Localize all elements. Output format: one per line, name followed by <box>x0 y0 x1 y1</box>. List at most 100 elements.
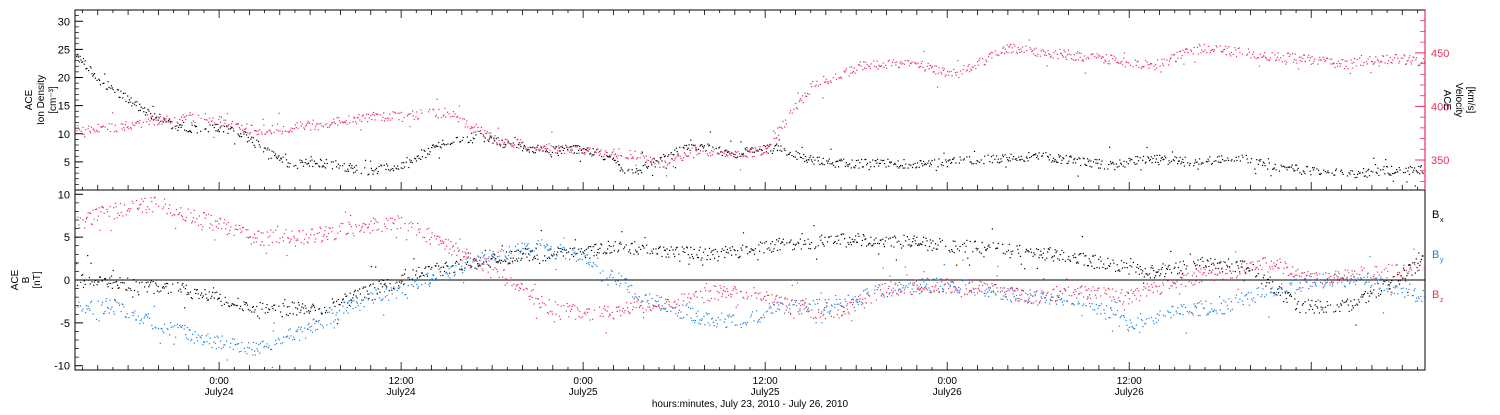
data-point <box>265 148 266 149</box>
data-point <box>919 293 920 294</box>
data-point <box>593 155 594 156</box>
data-point <box>1201 49 1202 50</box>
data-point <box>437 146 438 147</box>
data-point <box>289 242 290 243</box>
data-point <box>345 294 346 295</box>
data-point <box>917 162 918 163</box>
data-point <box>266 346 267 347</box>
data-point <box>912 167 913 168</box>
data-point <box>1038 158 1039 159</box>
data-point <box>173 344 174 345</box>
data-point <box>636 297 637 298</box>
data-point <box>340 231 341 232</box>
data-point <box>437 99 438 100</box>
data-point <box>243 301 244 302</box>
data-point <box>218 124 219 125</box>
data-point <box>1382 279 1383 280</box>
data-point <box>653 158 654 159</box>
data-point <box>1268 279 1269 280</box>
data-point <box>246 302 247 303</box>
data-point <box>376 230 377 231</box>
data-point <box>584 256 585 257</box>
data-point <box>112 112 113 113</box>
data-point <box>178 214 179 215</box>
data-point <box>1163 263 1164 264</box>
data-point <box>154 124 155 125</box>
data-point <box>592 266 593 267</box>
data-point <box>454 116 455 117</box>
data-point <box>1110 263 1111 264</box>
data-point <box>557 150 558 151</box>
data-point <box>107 211 108 212</box>
data-point <box>309 123 310 124</box>
data-point <box>359 225 360 226</box>
data-point <box>376 168 377 169</box>
data-point <box>212 225 213 226</box>
data-point <box>562 249 563 250</box>
data-point <box>551 132 552 133</box>
data-point <box>693 157 694 158</box>
data-point <box>478 256 479 257</box>
data-point <box>1045 259 1046 260</box>
data-point <box>1082 236 1083 237</box>
data-point <box>1231 52 1232 53</box>
data-point <box>1185 307 1186 308</box>
data-point <box>103 83 104 84</box>
data-point <box>110 230 111 231</box>
data-point <box>209 291 210 292</box>
data-point <box>1111 310 1112 311</box>
data-point <box>87 255 88 256</box>
data-point <box>308 237 309 238</box>
data-point <box>851 167 852 168</box>
data-point <box>107 129 108 130</box>
data-point <box>677 247 678 248</box>
data-point <box>854 167 855 168</box>
data-point <box>291 231 292 232</box>
data-point <box>775 133 776 134</box>
data-point <box>637 170 638 171</box>
data-point <box>212 121 213 122</box>
data-point <box>273 232 274 233</box>
data-point <box>350 215 351 216</box>
data-point <box>490 136 491 137</box>
data-point <box>573 256 574 257</box>
data-point <box>759 321 760 322</box>
data-point <box>214 337 215 338</box>
data-point <box>887 296 888 297</box>
data-point <box>752 311 753 312</box>
data-point <box>1350 301 1351 302</box>
data-point <box>1420 296 1421 297</box>
data-point <box>1126 263 1127 264</box>
data-point <box>808 239 809 240</box>
data-point <box>1251 158 1252 159</box>
data-point <box>574 252 575 253</box>
data-point <box>249 133 250 134</box>
data-point <box>201 224 202 225</box>
data-point <box>464 267 465 268</box>
data-point <box>276 241 277 242</box>
data-point <box>830 310 831 311</box>
data-point <box>255 309 256 310</box>
data-point <box>1377 281 1378 282</box>
data-point <box>215 343 216 344</box>
data-point <box>574 247 575 248</box>
data-point <box>790 152 791 153</box>
data-point <box>1278 59 1279 60</box>
data-point <box>599 252 600 253</box>
data-point <box>828 82 829 83</box>
data-point <box>878 68 879 69</box>
data-point <box>477 131 478 132</box>
data-point <box>916 291 917 292</box>
data-point <box>1028 160 1029 161</box>
data-point <box>166 118 167 119</box>
data-point <box>488 265 489 266</box>
data-point <box>587 147 588 148</box>
data-point <box>1281 283 1282 284</box>
data-point <box>743 155 744 156</box>
data-point <box>1314 312 1315 313</box>
data-point <box>1141 68 1142 69</box>
data-point <box>398 288 399 289</box>
data-point <box>510 258 511 259</box>
data-point <box>1082 305 1083 306</box>
data-point <box>280 311 281 312</box>
